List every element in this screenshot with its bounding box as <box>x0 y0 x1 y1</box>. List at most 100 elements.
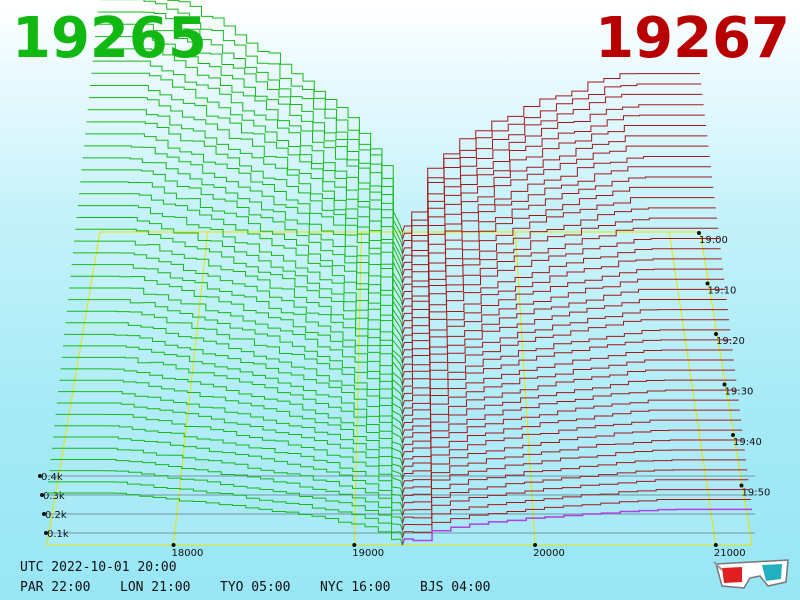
ask-depth-line <box>401 469 748 517</box>
price-grid-line <box>668 231 717 546</box>
bid-depth-line <box>85 133 403 320</box>
ask-depth-line <box>401 268 723 371</box>
bid-depth-line <box>66 310 403 429</box>
ask-depth-line <box>401 238 720 349</box>
price-tick-label: 19000 <box>352 548 384 559</box>
bid-depth-line <box>86 121 403 313</box>
price-tick-mark <box>713 543 718 547</box>
bid-depth-line <box>75 228 403 378</box>
ask-depth-line <box>401 309 728 400</box>
volume-tick-label: 0.1k <box>47 529 69 540</box>
ask-depth-line <box>401 166 711 298</box>
ask-depth-line <box>401 83 702 240</box>
bid-depth-line <box>70 275 403 407</box>
bid-depth-line <box>47 492 403 546</box>
ask-depth-line <box>401 379 737 451</box>
ask-depth-line <box>401 498 751 538</box>
bid-depth-line <box>67 299 403 422</box>
volume-tick-mark <box>44 531 48 535</box>
bid-depth-line <box>54 425 403 502</box>
bid-depth-line <box>65 322 403 436</box>
price-tick-label: 21000 <box>714 548 746 559</box>
bid-depth-line <box>72 252 403 393</box>
price-tick-label: 20000 <box>533 548 565 559</box>
utc-time: UTC 2022-10-01 20:00 <box>20 560 177 575</box>
bid-depth-line <box>87 109 403 305</box>
chart-floor <box>47 232 752 545</box>
bid-depth-line <box>74 240 403 386</box>
bid-depth-line <box>77 205 403 364</box>
timezone-lon: LON 21:00 <box>120 580 191 595</box>
bid-depth-line <box>83 145 403 327</box>
ask-depth-line <box>401 124 707 269</box>
ask-depth-line <box>401 419 742 480</box>
ask-depth-line <box>401 429 743 487</box>
bid-depth-line <box>81 169 403 342</box>
ask-depth-line <box>401 369 736 444</box>
time-tick-mark <box>705 281 710 286</box>
time-tick-label: 19:10 <box>708 286 737 297</box>
bid-depth-line <box>82 157 403 335</box>
bid-depth-line <box>63 345 403 451</box>
bid-depth-line <box>60 368 403 466</box>
bid-depth-line <box>98 0 403 240</box>
bid-depth-line <box>51 447 403 517</box>
ask-depth-line <box>401 155 710 291</box>
bid-depth-line <box>59 379 403 473</box>
bid-depth-line <box>50 458 403 524</box>
time-tick-label: 19:40 <box>733 437 762 448</box>
timezone-tyo: TYO 05:00 <box>220 580 291 595</box>
ask-depth-line <box>401 409 740 473</box>
bid-depth-line <box>80 181 403 349</box>
time-tick-mark <box>722 382 727 387</box>
time-tick-label: 19:50 <box>742 488 771 499</box>
price-tick-mark <box>352 543 357 547</box>
time-tick-mark <box>731 433 735 437</box>
ask-depth-line <box>401 227 719 342</box>
bid-depth-line <box>97 11 403 247</box>
ask-depth-line <box>401 359 734 436</box>
bid-depth-line <box>79 193 403 356</box>
ask-depth-line <box>401 449 745 502</box>
ask-depth-line <box>401 389 738 458</box>
price-tick-label: 18000 <box>172 548 204 559</box>
ask-depth-line <box>401 489 750 531</box>
ask-depth-line <box>401 176 713 305</box>
bid-depth-line <box>53 436 403 509</box>
time-tick-mark <box>714 332 718 336</box>
3d-glasses-icon[interactable] <box>712 556 792 592</box>
ask-depth-line <box>401 329 731 415</box>
bid-depth-line <box>49 470 403 531</box>
bid-depth-line <box>69 287 403 415</box>
price-grid-line <box>173 231 209 546</box>
ask-depth-line <box>401 186 714 313</box>
ask-depth-line <box>401 145 709 284</box>
timezone-nyc: NYC 16:00 <box>320 580 391 595</box>
bid-depth-line <box>61 356 403 458</box>
bid-depth-line <box>55 413 403 495</box>
ask-depth-line <box>401 288 726 386</box>
bid-depth-line <box>56 402 403 487</box>
bid-depth-line <box>48 481 403 538</box>
ask-depth-line <box>401 258 722 364</box>
ask-depth-line <box>401 93 703 247</box>
bid-depth-line <box>58 391 403 480</box>
volume-tick-label: 0.2k <box>45 510 67 521</box>
ask-depth-line <box>401 459 746 509</box>
bid-depth-line <box>96 23 403 254</box>
bid-depth-line <box>88 97 403 298</box>
ask-price: 19267 <box>595 6 790 71</box>
bid-depth-line <box>167 0 403 233</box>
bid-depth-line <box>71 264 403 400</box>
ask-depth-line <box>401 439 744 495</box>
price-tick-mark <box>533 543 538 547</box>
ask-depth-line <box>401 479 749 524</box>
ask-depth-line <box>401 104 704 254</box>
ask-depth-line <box>401 349 733 429</box>
ask-depth-line <box>401 319 730 407</box>
ask-depth-line <box>401 508 752 546</box>
ask-depth-line <box>401 217 717 335</box>
volume-tick-mark <box>40 493 44 497</box>
ask-depth-line <box>401 278 725 378</box>
